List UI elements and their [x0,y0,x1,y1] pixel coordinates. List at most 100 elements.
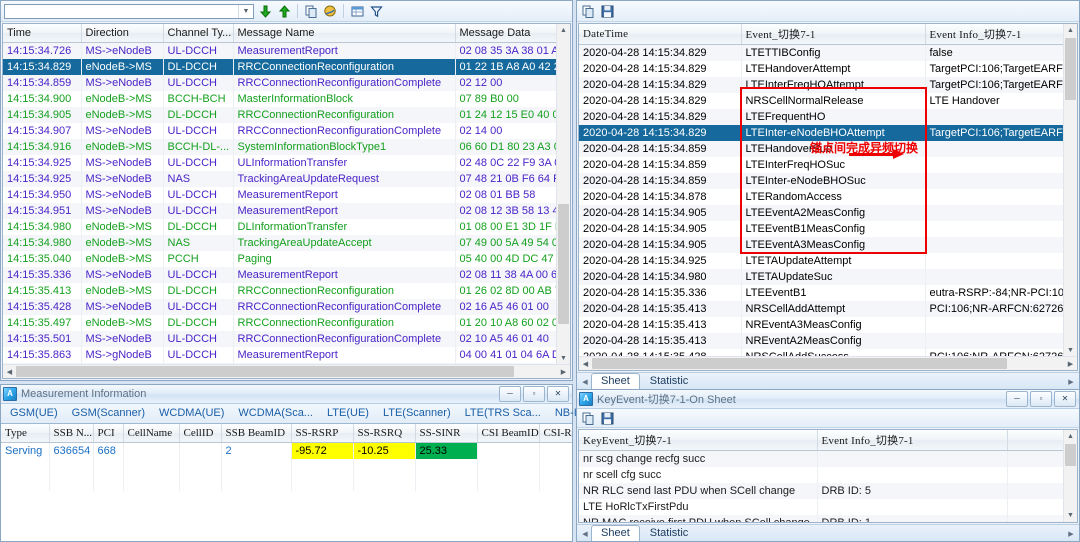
measurement-col-7[interactable]: SS-RSRQ [353,424,416,443]
table-row[interactable]: 14:15:34.980 eNodeB->MS NAS TrackingAreaUpd… [3,235,557,251]
table-row[interactable]: 2020-04-28 14:15:35.413 NRSCellAddAttempt… [579,301,1064,317]
event-table[interactable]: DateTime Event_切换7-1 Event Info_切换7-1 2020… [579,24,1064,357]
message-grid[interactable]: Time Direction Channel Ty... Message Name Me… [2,23,571,379]
event-table-header[interactable]: DateTime Event_切换7-1 Event Info_切换7-1 [579,24,1064,45]
window-buttons[interactable]: ─ ▫ ✕ [1006,391,1077,407]
table-row[interactable]: Serving 636654 668 2 -95.72 -10.25 25.33 [1,442,572,459]
measurement-tab-gsmscanner[interactable]: GSM(Scanner) [71,407,146,419]
message-col-3[interactable]: Message Name [233,24,456,43]
window-buttons[interactable]: ─ ▫ ✕ [499,386,570,402]
table-row[interactable]: nr scell cfg succ [579,467,1064,483]
copy-icon[interactable] [580,410,596,426]
scroll-thumb[interactable] [592,358,1008,369]
table-row[interactable]: 2020-04-28 14:15:35.428 NRSCellAddSuccess… [579,349,1064,357]
measurement-col-3[interactable]: CellName [123,424,180,443]
table-row[interactable]: nr scg change recfg succ [579,450,1064,467]
keyevent-vertical-scrollbar[interactable]: ▲ ▼ [1063,430,1077,522]
scroll-down-arrow-icon[interactable]: ▼ [557,352,570,365]
table-row[interactable]: 2020-04-28 14:15:34.905 LTEEventA3MeasCon… [579,237,1064,253]
scroll-up-arrow-icon[interactable]: ▲ [1064,24,1077,37]
keyevent-col-0[interactable]: KeyEvent_切换7-1 [579,430,818,451]
table-row[interactable]: 14:15:35.497 eNodeB->MS DL-DCCH RRCConnecti… [3,315,557,331]
table-row[interactable]: 2020-04-28 14:15:35.413 NREventA3MeasConf… [579,317,1064,333]
event-sheet-tabs[interactable]: ◀ Sheet Statistic ▶ [577,372,1079,389]
measurement-col-10[interactable]: CSI-RSRP [539,424,572,443]
filter-funnel-icon[interactable] [368,3,384,19]
event-grid[interactable]: DateTime Event_切换7-1 Event Info_切换7-1 2020… [578,23,1078,371]
maximize-button[interactable]: ▫ [1030,391,1052,407]
minimize-button[interactable]: ─ [1006,391,1028,407]
keyevent-sheet-tab-statistic[interactable]: Statistic [649,527,689,539]
table-row[interactable]: 2020-04-28 14:15:34.829 NRSCellNormalRele… [579,93,1064,109]
measurement-tab-lteue[interactable]: LTE(UE) [326,407,369,419]
measurement-col-1[interactable]: SSB N... [49,424,94,443]
down-arrow-icon[interactable] [257,3,273,19]
maximize-button[interactable]: ▫ [523,386,545,402]
event-horizontal-scrollbar[interactable]: ◀ ▶ [579,356,1077,370]
dropdown-arrow-icon[interactable]: ▼ [238,4,253,18]
table-row[interactable]: NR MAC receive first PDU when SCell chan… [579,515,1064,522]
measurement-col-6[interactable]: SS-RSRP [291,424,354,443]
table-row[interactable]: 2020-04-28 14:15:34.980 LTETAUpdateSuc [579,269,1064,285]
table-icon[interactable] [349,3,365,19]
scroll-thumb[interactable] [558,204,569,324]
message-col-2[interactable]: Channel Ty... [163,24,234,43]
table-row[interactable]: 2020-04-28 14:15:34.829 LTEInter-eNodeBHO… [579,125,1064,141]
close-button[interactable]: ✕ [1054,391,1076,407]
table-row[interactable]: 2020-04-28 14:15:34.859 LTEInterFreqHOSuc [579,157,1064,173]
measurement-tabs[interactable]: GSM(UE) GSM(Scanner) WCDMA(UE) WCDMA(Sca...… [1,404,775,424]
table-row[interactable]: 2020-04-28 14:15:34.878 LTERandomAccess [579,189,1064,205]
sheet-prev-arrow-icon[interactable]: ◀ [582,531,588,538]
keyevent-col-1[interactable]: Event Info_切换7-1 [817,430,1008,451]
table-row[interactable]: 2020-04-28 14:15:34.905 LTEEventA2MeasCon… [579,205,1064,221]
minimize-button[interactable]: ─ [499,386,521,402]
sheet-next-arrow-icon[interactable]: ▶ [1068,531,1074,538]
table-row[interactable]: LTE HoRlcTxFirstPdu [579,499,1064,515]
table-row[interactable]: 2020-04-28 14:15:34.859 LTEInter-eNodeBHO… [579,173,1064,189]
table-row[interactable]: NR RLC send last PDU when SCell change DR… [579,483,1064,499]
message-col-4[interactable]: Message Data [455,24,557,43]
event-sheet-tab-sheet[interactable]: Sheet [591,373,640,389]
measurement-table[interactable]: Type SSB N... PCI CellName CellID SSB BeamID S… [1,424,572,491]
table-row[interactable]: 14:15:34.829 eNodeB->MS DL-DCCH RRCConnecti… [3,59,557,75]
table-row[interactable]: 2020-04-28 14:15:34.829 LTEFrequentHO [579,109,1064,125]
copy-icon[interactable] [580,3,596,19]
scroll-thumb[interactable] [1065,38,1076,100]
event-sheet-tab-statistic[interactable]: Statistic [649,375,689,387]
scroll-thumb[interactable] [16,366,514,377]
scroll-right-arrow-icon[interactable]: ▶ [1067,360,1074,368]
message-table[interactable]: Time Direction Channel Ty... Message Name Me… [3,24,557,365]
scroll-up-arrow-icon[interactable]: ▲ [1064,430,1077,443]
keyevent-sheet-tab-sheet[interactable]: Sheet [591,525,640,541]
event-col-2[interactable]: Event Info_切换7-1 [925,24,1064,45]
table-row[interactable]: 14:15:34.900 eNodeB->MS BCCH-BCH MasterInfo… [3,91,557,107]
measurement-col-4[interactable]: CellID [179,424,222,443]
keyevent-grid[interactable]: KeyEvent_切换7-1 Event Info_切换7-1 nr scg ch… [578,429,1078,523]
scroll-down-arrow-icon[interactable]: ▼ [1064,509,1077,522]
keyevent-table-header[interactable]: KeyEvent_切换7-1 Event Info_切换7-1 [579,430,1064,451]
table-row[interactable]: 2020-04-28 14:15:35.336 LTEEventB1 eutra-R… [579,285,1064,301]
message-horizontal-scrollbar[interactable]: ◀ ▶ [3,364,570,378]
paint-icon[interactable] [322,3,338,19]
table-row[interactable]: 2020-04-28 14:15:34.829 LTETTIBConfig fals… [579,44,1064,61]
measurement-tab-wcdmaue[interactable]: WCDMA(UE) [159,407,225,419]
scroll-right-arrow-icon[interactable]: ▶ [560,368,567,376]
table-row[interactable]: 14:15:34.925 MS->eNodeB UL-DCCH ULInformati… [3,155,557,171]
table-row[interactable]: 2020-04-28 14:15:34.829 LTEInterFreqHOAtt… [579,77,1064,93]
measurement-tab-wcdmasca[interactable]: WCDMA(Sca... [238,407,313,419]
message-vertical-scrollbar[interactable]: ▲ ▼ [556,24,570,365]
measurement-col-5[interactable]: SSB BeamID [221,424,292,443]
sheet-next-arrow-icon[interactable]: ▶ [1068,379,1074,386]
table-row[interactable]: 2020-04-28 14:15:35.413 NREventA2MeasConf… [579,333,1064,349]
measurement-grid[interactable]: Type SSB N... PCI CellName CellID SSB BeamID S… [1,424,572,541]
table-row[interactable]: 14:15:35.428 MS->eNodeB UL-DCCH RRCConnecti… [3,299,557,315]
table-row[interactable]: 14:15:35.501 MS->eNodeB UL-DCCH RRCConnecti… [3,331,557,347]
table-row[interactable]: 14:15:34.905 eNodeB->MS DL-DCCH RRCConnecti… [3,107,557,123]
measurement-col-0[interactable]: Type [1,424,50,443]
up-arrow-icon[interactable] [276,3,292,19]
table-row[interactable]: 2020-04-28 14:15:34.829 LTEHandoverAttemp… [579,61,1064,77]
keyevent-table[interactable]: KeyEvent_切换7-1 Event Info_切换7-1 nr scg ch… [579,430,1064,522]
message-filter-combo[interactable]: ▼ [4,3,254,19]
table-row[interactable]: 14:15:34.726 MS->eNodeB UL-DCCH Measurement… [3,42,557,59]
table-row[interactable]: 14:15:34.980 eNodeB->MS DL-DCCH DLInformati… [3,219,557,235]
